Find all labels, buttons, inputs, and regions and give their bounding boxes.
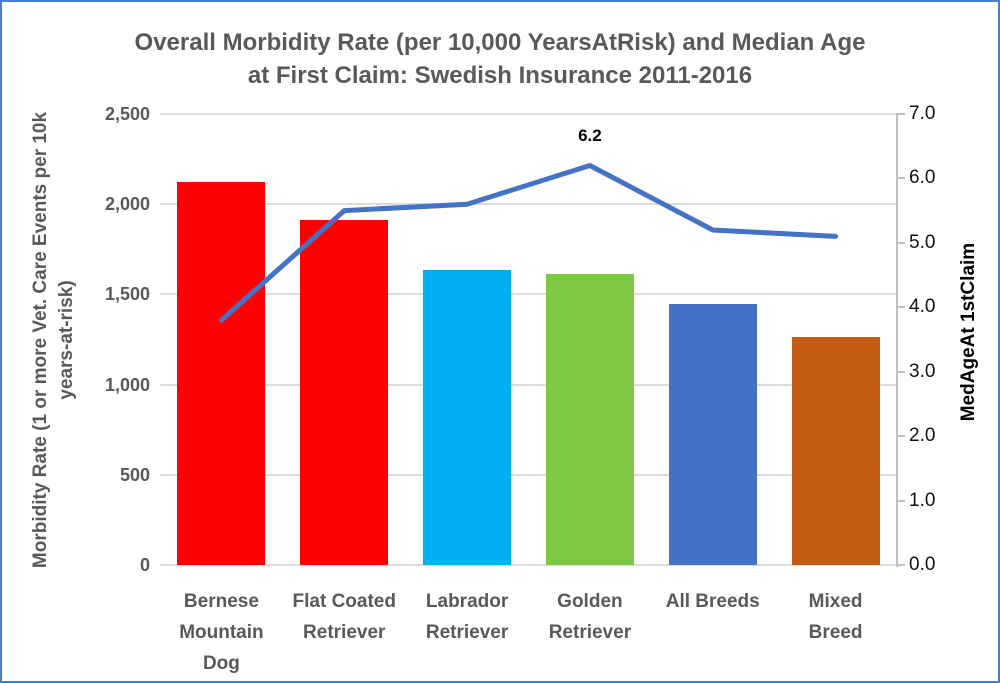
right-axis-tick-3-0: 3.0 xyxy=(909,360,936,382)
right-axis-tickmark xyxy=(896,306,905,309)
right-axis-tickmark xyxy=(896,564,905,566)
x-label-labrador-retriever: Labrador Retriever xyxy=(392,586,542,648)
x-label-line: Flat Coated xyxy=(292,591,396,612)
chart-title-line2: at First Claim: Swedish Insurance 2011-2… xyxy=(247,62,753,89)
gridline-2500 xyxy=(160,113,897,115)
right-axis-tickmark xyxy=(896,499,905,502)
left-axis-title-line2: years-at-risk) xyxy=(56,280,77,400)
bar-labrador-retriever xyxy=(423,270,512,565)
right-axis-tick-1-0: 1.0 xyxy=(909,489,936,511)
left-axis-tick-1-000: 1,000 xyxy=(104,374,150,395)
x-label-all-breeds: All Breeds xyxy=(638,586,788,617)
left-axis-tick-2-500: 2,500 xyxy=(104,104,150,124)
right-axis-tickmark xyxy=(896,241,905,244)
bar-all-breeds xyxy=(668,304,757,565)
bar-bernese-mountain-dog xyxy=(177,181,266,565)
x-label-line: Mountain xyxy=(179,622,264,643)
right-axis-tick-0-0: 0.0 xyxy=(909,554,936,575)
left-axis-title-line1: Morbidity Rate (1 or more Vet. Care Even… xyxy=(30,111,51,569)
right-axis-tick-5-0: 5.0 xyxy=(909,231,936,253)
left-axis-tick-1-500: 1,500 xyxy=(104,284,150,305)
left-axis-tick-2-000: 2,000 xyxy=(104,194,150,215)
x-label-bernese-mountain-dog: Bernese Mountain Dog xyxy=(146,586,296,679)
x-label-line: Retriever xyxy=(425,622,509,643)
right-axis-tick-7-0: 7.0 xyxy=(909,103,936,124)
plot-area: 6.2 xyxy=(160,113,897,566)
x-label-line: Breed xyxy=(808,622,863,643)
gridline-1500 xyxy=(160,293,897,296)
x-label-line: Retriever xyxy=(548,622,632,643)
gridline-1000 xyxy=(160,383,897,386)
line-data-label: 6.2 xyxy=(578,125,602,145)
left-axis-tick-500: 500 xyxy=(119,464,150,485)
right-axis-tickmark xyxy=(896,113,905,115)
right-axis-tickmark xyxy=(896,177,905,180)
x-label-line: Labrador xyxy=(425,591,509,612)
x-label-line: Retriever xyxy=(303,622,386,643)
right-axis-tickmark xyxy=(896,370,905,373)
bar-mixed-breed xyxy=(791,336,880,565)
bar-golden-retriever xyxy=(545,273,634,565)
right-axis-line xyxy=(896,114,898,567)
chart-title-line1: Overall Morbidity Rate (per 10,000 Years… xyxy=(134,29,866,56)
x-label-flat-coated-retriever: Flat Coated Retriever xyxy=(269,586,419,648)
x-label-line: Mixed xyxy=(808,591,863,612)
x-label-line: All Breeds xyxy=(665,591,760,612)
gridline-500 xyxy=(160,473,897,476)
median-age-line-layer xyxy=(218,163,839,323)
left-axis-tick-0: 0 xyxy=(139,555,150,575)
x-label-line: Bernese xyxy=(183,591,259,612)
median-age-line xyxy=(218,163,839,323)
right-axis-tick-2-0: 2.0 xyxy=(909,425,936,447)
x-label-golden-retriever: Golden Retriever xyxy=(515,586,665,648)
bar-flat-coated-retriever xyxy=(300,219,389,565)
x-label-mixed-breed: Mixed Breed xyxy=(761,586,911,648)
gridline-2000 xyxy=(160,203,897,206)
right-axis-tickmark xyxy=(896,435,905,438)
left-axis-title: Morbidity Rate (1 or more Vet. Care Even… xyxy=(28,60,80,620)
x-label-line: Golden xyxy=(557,591,623,612)
x-label-line: Dog xyxy=(202,653,240,674)
gridline-0 xyxy=(160,564,897,566)
chart-title: Overall Morbidity Rate (per 10,000 Years… xyxy=(2,26,998,92)
right-axis-tick-6-0: 6.0 xyxy=(909,167,936,189)
right-axis-tick-4-0: 4.0 xyxy=(909,296,936,318)
